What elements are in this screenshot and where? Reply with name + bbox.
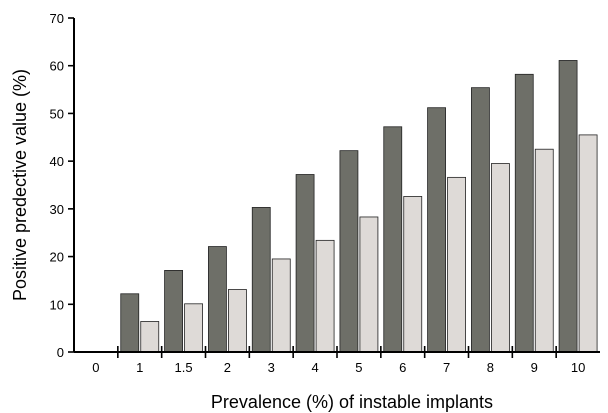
y-tick-label: 60	[50, 59, 64, 74]
x-tick-label: 1	[136, 360, 143, 375]
x-tick-label: 0	[92, 360, 99, 375]
bar-series-1	[514, 73, 534, 353]
x-tick-label: 10	[571, 360, 585, 375]
bar-series-2	[447, 176, 466, 353]
bar-series-2	[140, 321, 160, 353]
x-tick-label: 7	[443, 360, 450, 375]
bar-series-2	[359, 216, 379, 353]
y-tick-label: 70	[50, 11, 64, 26]
y-tick-label: 40	[50, 154, 64, 169]
bar-series-2	[578, 134, 598, 353]
bar-series-1	[164, 270, 183, 353]
x-tick-label: 4	[311, 360, 318, 375]
x-ticks: 0 1 1.5 2 3 4 5 6 7 8 9 10	[92, 346, 585, 375]
bar-series-2	[491, 163, 510, 353]
bar-series-2	[315, 239, 335, 353]
bars-layer	[120, 60, 598, 353]
y-tick-label: 10	[50, 297, 64, 312]
bar-series-1	[251, 207, 271, 353]
bar-series-1	[558, 60, 578, 353]
x-axis-title: Prevalence (%) of instable implants	[211, 392, 493, 412]
bar-series-1	[471, 87, 490, 353]
bar-series-2	[184, 303, 203, 353]
bar-series-2	[228, 289, 247, 353]
y-axis-title: Positive predective value (%)	[10, 69, 30, 301]
y-ticks: 0 10 20 30 40 50 60 70	[50, 11, 74, 360]
bar-series-1	[295, 174, 315, 353]
x-tick-label: 2	[224, 360, 231, 375]
y-tick-label: 30	[50, 202, 64, 217]
bar-series-2	[403, 196, 423, 353]
y-tick-label: 50	[50, 106, 64, 121]
bar-series-1	[120, 293, 140, 353]
bar-series-2	[271, 258, 291, 353]
bar-series-1	[427, 107, 446, 353]
bar-series-1	[208, 246, 227, 353]
x-tick-label: 5	[355, 360, 362, 375]
y-tick-label: 0	[57, 345, 64, 360]
x-tick-label: 6	[399, 360, 406, 375]
bar-series-1	[339, 150, 359, 353]
x-tick-label: 9	[531, 360, 538, 375]
y-tick-label: 20	[50, 250, 64, 265]
x-tick-label: 8	[487, 360, 494, 375]
bar-series-1	[383, 126, 403, 353]
bar-series-2	[534, 148, 554, 353]
x-tick-label: 3	[268, 360, 275, 375]
x-tick-label: 1.5	[175, 360, 193, 375]
